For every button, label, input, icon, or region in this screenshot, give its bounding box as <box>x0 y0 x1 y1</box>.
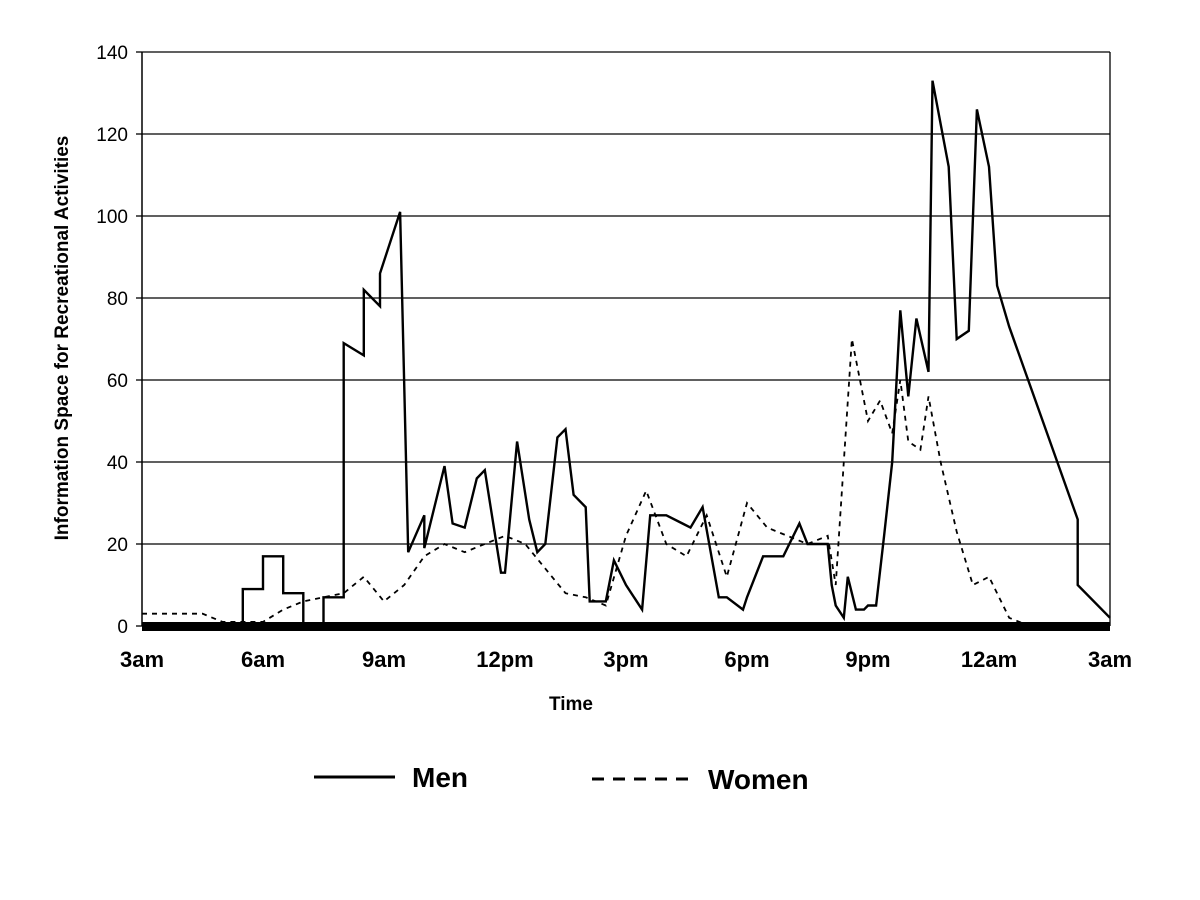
x-tick-label-0: 3am <box>120 647 164 672</box>
legend: Men Women <box>314 762 809 795</box>
x-tick-label-4: 3pm <box>603 647 648 672</box>
x-tick-label-2: 9am <box>362 647 406 672</box>
y-tick-label-80: 80 <box>107 289 128 310</box>
x-tick-label-3: 12pm <box>476 647 533 672</box>
y-tick-label-40: 40 <box>107 453 128 474</box>
y-tick-label-120: 120 <box>96 125 128 146</box>
x-tick-label-7: 12am <box>961 647 1017 672</box>
series-layer <box>142 80 1111 628</box>
x-tick-label-1: 6am <box>241 647 285 672</box>
x-tick-label-6: 9pm <box>845 647 890 672</box>
plot-background <box>30 25 1140 720</box>
y-tick-label-140: 140 <box>96 43 128 64</box>
y-tick-label-20: 20 <box>107 535 128 556</box>
y-axis-title: Information Space for Recreational Activ… <box>52 136 73 541</box>
x-tick-label-8: 3am <box>1088 647 1132 672</box>
x-axis-title: Time <box>549 694 593 715</box>
y-tick-label-100: 100 <box>96 207 128 228</box>
gridlines <box>142 51 1110 545</box>
series-line-men <box>142 80 1111 628</box>
legend-label-women: Women <box>708 764 809 795</box>
y-tick-label-0: 0 <box>117 617 128 638</box>
y-tick-label-60: 60 <box>107 371 128 392</box>
y-tick-labels: 0 20 40 60 80 100 120 140 <box>96 43 142 638</box>
axes <box>141 52 1111 631</box>
legend-label-men: Men <box>412 762 468 793</box>
x-tick-label-5: 6pm <box>724 647 769 672</box>
series-line-women <box>142 338 1110 627</box>
x-tick-labels: 3am 6am 9am 12pm 3pm 6pm 9pm 12am 3am <box>120 647 1132 672</box>
x-axis-baseline <box>142 622 1110 631</box>
